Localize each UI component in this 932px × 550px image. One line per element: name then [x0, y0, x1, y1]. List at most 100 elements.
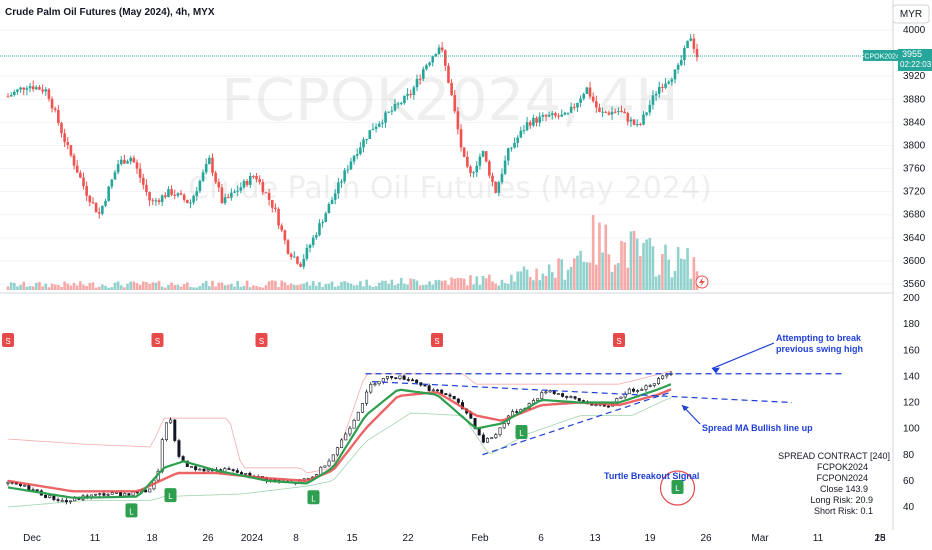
candle-body — [676, 64, 680, 70]
volume-bar — [274, 280, 277, 290]
info-line: Long Risk: 20.9 — [810, 495, 873, 505]
indicator-tick-label: 160 — [903, 345, 920, 356]
indicator-tick-label: 180 — [903, 319, 920, 330]
candle-body — [381, 122, 384, 124]
candle-body — [110, 179, 114, 187]
volume-bar — [280, 280, 284, 290]
candle-body — [12, 91, 16, 95]
candle-body — [66, 142, 70, 146]
candle-body — [396, 103, 400, 105]
volume-bar — [204, 280, 208, 290]
candle-body — [25, 88, 29, 90]
spread-candle-body — [456, 398, 460, 403]
candle-body — [292, 256, 296, 258]
candle-body — [19, 87, 22, 90]
currency-button[interactable] — [892, 4, 930, 24]
price-tick-label: 3640 — [903, 233, 926, 244]
volume-bar — [459, 278, 463, 290]
candle-body — [601, 111, 604, 113]
candle-body — [274, 207, 277, 209]
spread-candle-body — [619, 396, 623, 399]
volume-bar — [97, 286, 101, 290]
volume-bar — [327, 283, 331, 290]
volume-bar — [368, 285, 372, 290]
volume-bar — [299, 284, 302, 290]
ma-slow-line — [7, 388, 672, 493]
lightning-icon[interactable] — [695, 275, 709, 289]
turtle-breakout-circle — [659, 470, 696, 506]
candle-body — [116, 164, 120, 173]
candle-body — [35, 87, 38, 90]
swing-arrowhead — [712, 367, 720, 374]
volume-bar — [69, 285, 73, 290]
candle-body — [595, 101, 598, 108]
volume-bar — [164, 287, 167, 290]
candle-body — [635, 123, 639, 125]
candle-body — [506, 148, 510, 161]
candle-body — [488, 161, 491, 176]
spread-candle-body — [481, 434, 485, 443]
candle-body — [560, 114, 564, 117]
candle-body — [113, 172, 117, 180]
volume-bar — [195, 287, 199, 290]
volume-bar — [374, 285, 378, 290]
info-box: SPREAD CONTRACT [240] FCPOK2024 FCPON202… — [778, 451, 890, 516]
candle-body — [318, 223, 321, 236]
spread-candle-body — [665, 374, 669, 377]
spread-candle-body — [640, 389, 644, 391]
volume-bar — [104, 285, 107, 290]
candle-body — [554, 113, 557, 116]
indicator-axis[interactable]: 200 180 160 140 120 100 80 60 40 — [903, 293, 920, 513]
candle-body — [610, 111, 614, 115]
volume-bar — [440, 280, 444, 290]
volume-bar — [522, 266, 526, 290]
volume-bar — [642, 242, 645, 290]
time-tick-label: 18 — [146, 533, 158, 544]
volume-bar — [223, 285, 227, 290]
spread-candle-body — [44, 494, 48, 498]
candle-body — [204, 164, 208, 173]
volume-bar — [79, 281, 82, 290]
volume-bar — [126, 283, 129, 290]
candle-body — [321, 222, 324, 224]
volume-bar — [346, 282, 350, 290]
spread-candle-body — [173, 419, 177, 441]
candle-body — [201, 172, 205, 181]
spread-candle-body — [415, 379, 419, 383]
candle-body — [79, 172, 82, 178]
candle-body — [22, 87, 26, 90]
candle-body — [53, 108, 57, 110]
volume-bar — [186, 282, 189, 290]
short-signal-marker — [255, 333, 268, 347]
candle-body — [60, 122, 63, 134]
volume-bar — [151, 282, 155, 290]
candle-body — [157, 200, 161, 203]
indicator-tick-label: 100 — [903, 424, 920, 435]
volume-bar — [639, 256, 642, 290]
volume-bar — [481, 275, 485, 290]
candle-body — [63, 133, 66, 143]
candle-body — [494, 181, 497, 193]
spread-candle-body — [169, 419, 173, 424]
spread-candle-body — [331, 454, 335, 462]
candle-body — [223, 197, 227, 204]
spread-candle-body — [356, 411, 360, 421]
volume-bar — [189, 286, 192, 290]
candle-body — [484, 151, 488, 162]
spread-candle-body — [569, 396, 573, 398]
spread-candle-body — [19, 483, 23, 486]
volume-bar — [38, 281, 41, 290]
candle-body — [525, 122, 529, 131]
volume-bar — [377, 282, 381, 290]
volume-bar — [425, 284, 428, 290]
candle-body — [664, 83, 667, 88]
price-axis[interactable]: 4000 3920 3880 3840 3800 3760 3720 3680 3640 3600… — [892, 0, 926, 530]
candle-body — [340, 181, 343, 183]
volume-bar — [343, 281, 346, 290]
spread-candle-body — [352, 419, 356, 429]
candle-body — [604, 111, 608, 113]
volume-bar — [173, 284, 177, 290]
candle-body — [72, 155, 76, 166]
